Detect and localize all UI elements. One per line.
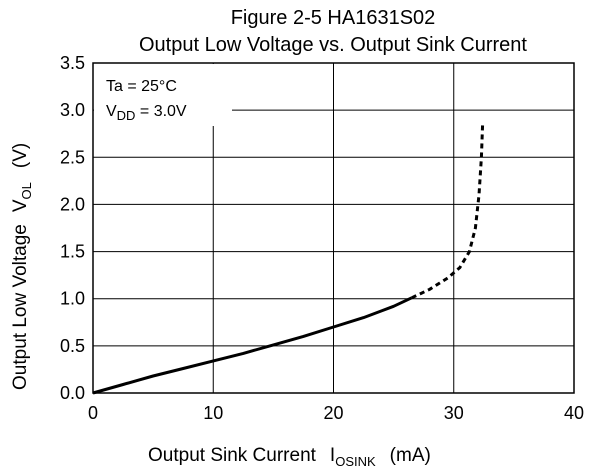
plot-frame bbox=[92, 62, 575, 394]
y-tick-label-7: 3.5 bbox=[60, 53, 85, 73]
conditions-box bbox=[94, 64, 232, 126]
x-tick-label-4: 40 bbox=[564, 403, 584, 423]
x-tick-label-1: 10 bbox=[203, 403, 223, 423]
x-tick-label-3: 30 bbox=[444, 403, 464, 423]
condition-vdd: VDD = 3.0V bbox=[106, 103, 187, 123]
series-line-solid bbox=[92, 296, 413, 395]
chart-subtitle: Output Low Voltage vs. Output Sink Curre… bbox=[139, 34, 527, 56]
condition-temperature: Ta = 25°C bbox=[106, 78, 177, 95]
y-tick-label-4: 2.0 bbox=[60, 194, 85, 214]
y-axis-label: Output Low VoltageVOL(V) bbox=[10, 143, 34, 390]
x-tick-label-0: 0 bbox=[88, 403, 98, 423]
y-tick-label-3: 1.5 bbox=[60, 242, 85, 262]
y-tick-label-6: 3.0 bbox=[60, 100, 85, 120]
y-tick-label-2: 1.0 bbox=[60, 289, 85, 309]
tick-labels: 0 10 20 30 40 0.0 0.5 1.0 1.5 2.0 2.5 3.0 3.5 bbox=[60, 53, 584, 423]
series-line-dashed bbox=[411, 124, 485, 300]
x-tick-label-2: 20 bbox=[323, 403, 343, 423]
y-tick-label-1: 0.5 bbox=[60, 336, 85, 356]
chart-title: Figure 2-5 HA1631S02 bbox=[231, 7, 436, 29]
y-tick-label-5: 2.5 bbox=[60, 147, 85, 167]
x-axis-label: Output Sink Current IOSINK (mA) bbox=[148, 445, 431, 469]
series-layer bbox=[92, 124, 485, 395]
y-tick-label-0: 0.0 bbox=[60, 383, 85, 403]
